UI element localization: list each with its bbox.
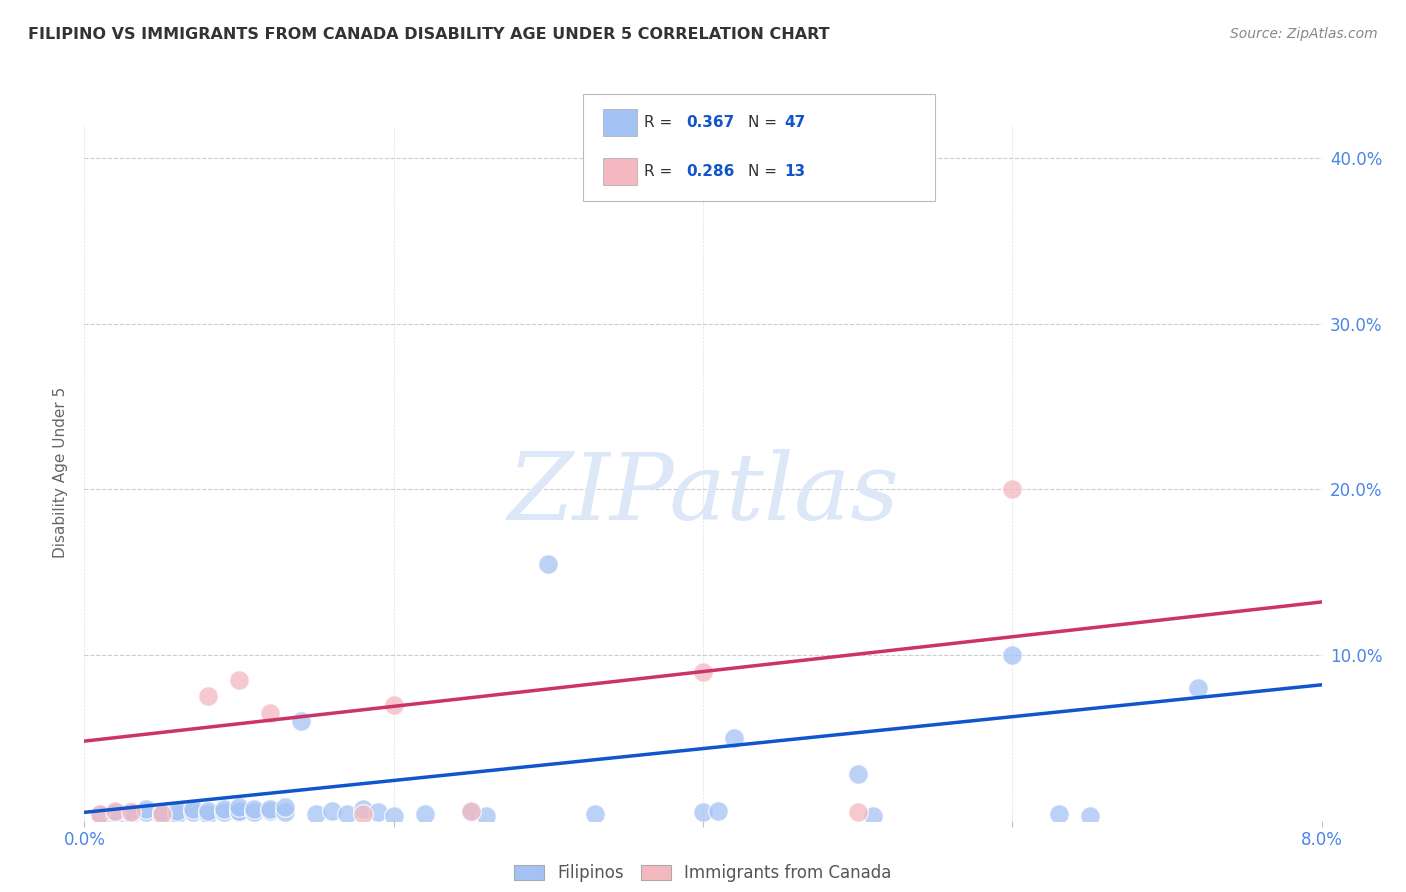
Point xyxy=(197,804,219,818)
Point xyxy=(274,800,297,814)
Point xyxy=(259,802,281,816)
Text: FILIPINO VS IMMIGRANTS FROM CANADA DISABILITY AGE UNDER 5 CORRELATION CHART: FILIPINO VS IMMIGRANTS FROM CANADA DISAB… xyxy=(28,27,830,42)
Point xyxy=(228,805,250,820)
Text: N =: N = xyxy=(748,115,782,130)
Text: 47: 47 xyxy=(785,115,806,130)
Point xyxy=(352,802,374,816)
Point xyxy=(723,731,745,745)
Point xyxy=(259,706,281,720)
Point xyxy=(290,714,312,729)
Point xyxy=(228,673,250,687)
Legend: Filipinos, Immigrants from Canada: Filipinos, Immigrants from Canada xyxy=(515,863,891,882)
Point xyxy=(707,804,730,818)
Point xyxy=(181,805,204,820)
Point xyxy=(305,807,328,822)
Text: 13: 13 xyxy=(785,164,806,179)
Text: ZIPatlas: ZIPatlas xyxy=(508,449,898,539)
Point xyxy=(862,808,884,822)
Point xyxy=(259,804,281,818)
Point xyxy=(352,807,374,822)
Point xyxy=(135,802,157,816)
Point xyxy=(382,698,405,712)
Y-axis label: Disability Age Under 5: Disability Age Under 5 xyxy=(53,387,69,558)
Point xyxy=(382,808,405,822)
Point xyxy=(104,804,127,818)
Point xyxy=(135,805,157,820)
Point xyxy=(197,807,219,822)
Point xyxy=(243,805,266,820)
Text: Source: ZipAtlas.com: Source: ZipAtlas.com xyxy=(1230,27,1378,41)
Point xyxy=(1078,808,1101,822)
Point xyxy=(243,802,266,816)
Point xyxy=(197,690,219,704)
Point xyxy=(120,805,142,820)
Text: R =: R = xyxy=(644,115,678,130)
Text: N =: N = xyxy=(748,164,782,179)
Point xyxy=(460,805,482,820)
Point xyxy=(212,805,235,820)
Point xyxy=(1001,648,1024,662)
Point xyxy=(120,804,142,818)
Point xyxy=(212,802,235,816)
Point xyxy=(1001,483,1024,497)
Point xyxy=(475,808,498,822)
Point xyxy=(336,807,359,822)
Point xyxy=(150,808,173,822)
Point xyxy=(692,665,714,679)
Point xyxy=(1187,681,1209,695)
Text: R =: R = xyxy=(644,164,678,179)
Point xyxy=(1047,807,1070,822)
Point xyxy=(228,800,250,814)
Point xyxy=(460,804,482,818)
Point xyxy=(89,807,111,822)
Point xyxy=(846,767,869,781)
Point xyxy=(692,805,714,820)
Point xyxy=(166,807,188,822)
Point xyxy=(274,805,297,820)
Point xyxy=(321,804,343,818)
Point xyxy=(846,805,869,820)
Point xyxy=(89,807,111,822)
Text: 0.367: 0.367 xyxy=(686,115,734,130)
Point xyxy=(150,807,173,822)
Point xyxy=(104,805,127,820)
Point xyxy=(583,807,606,822)
Point xyxy=(413,807,436,822)
Point xyxy=(181,802,204,816)
Point xyxy=(166,804,188,818)
Text: 0.286: 0.286 xyxy=(686,164,734,179)
Point xyxy=(537,557,560,571)
Point xyxy=(120,807,142,822)
Point xyxy=(104,808,127,822)
Point xyxy=(367,805,389,820)
Point xyxy=(228,804,250,818)
Point xyxy=(150,805,173,820)
